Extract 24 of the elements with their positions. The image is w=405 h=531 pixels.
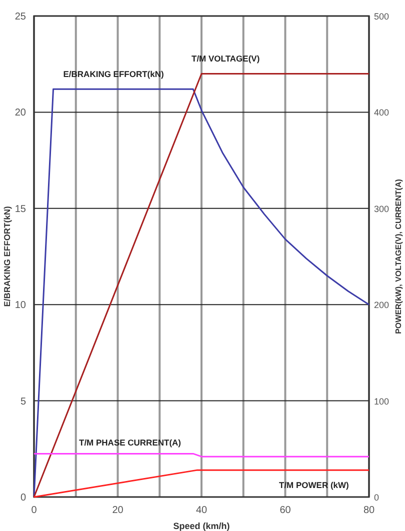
x-tick-label: 0 — [31, 505, 38, 516]
series-label: E/BRAKING EFFORT(kN) — [63, 69, 164, 80]
y2-tick-label: 0 — [374, 492, 380, 502]
y-tick-label: 25 — [14, 12, 26, 22]
y-tick-label: 20 — [14, 108, 26, 119]
y-tick-label: 10 — [14, 300, 26, 312]
y2-tick-label: 500 — [374, 12, 390, 22]
series-label: T/M PHASE CURRENT(A) — [79, 438, 182, 448]
x-tick-label: 20 — [112, 505, 124, 516]
x-tick-label: 60 — [280, 505, 292, 516]
y-tick-label: 15 — [14, 204, 26, 215]
y-tick-label: 5 — [20, 396, 26, 408]
series-label: T/M POWER (kW) — [279, 480, 350, 490]
x-tick-label: 40 — [196, 505, 208, 516]
y-tick-label: 0 — [20, 492, 26, 504]
x-axis-title: Speed (km/h) — [173, 521, 230, 531]
y-axis-title: E/BRAKING EFFORT(kN) — [2, 206, 12, 307]
series-label: T/M VOLTAGE(V) — [192, 54, 260, 64]
y2-tick-label: 100 — [374, 396, 390, 406]
y2-tick-label: 300 — [374, 204, 390, 214]
y2-tick-label: 200 — [374, 300, 390, 310]
x-tick-label: 80 — [363, 505, 375, 516]
y2-tick-label: 400 — [374, 108, 390, 118]
y2-axis-title: POWER(kW), VOLTAGE(V), CURRENT(A) — [394, 178, 403, 334]
